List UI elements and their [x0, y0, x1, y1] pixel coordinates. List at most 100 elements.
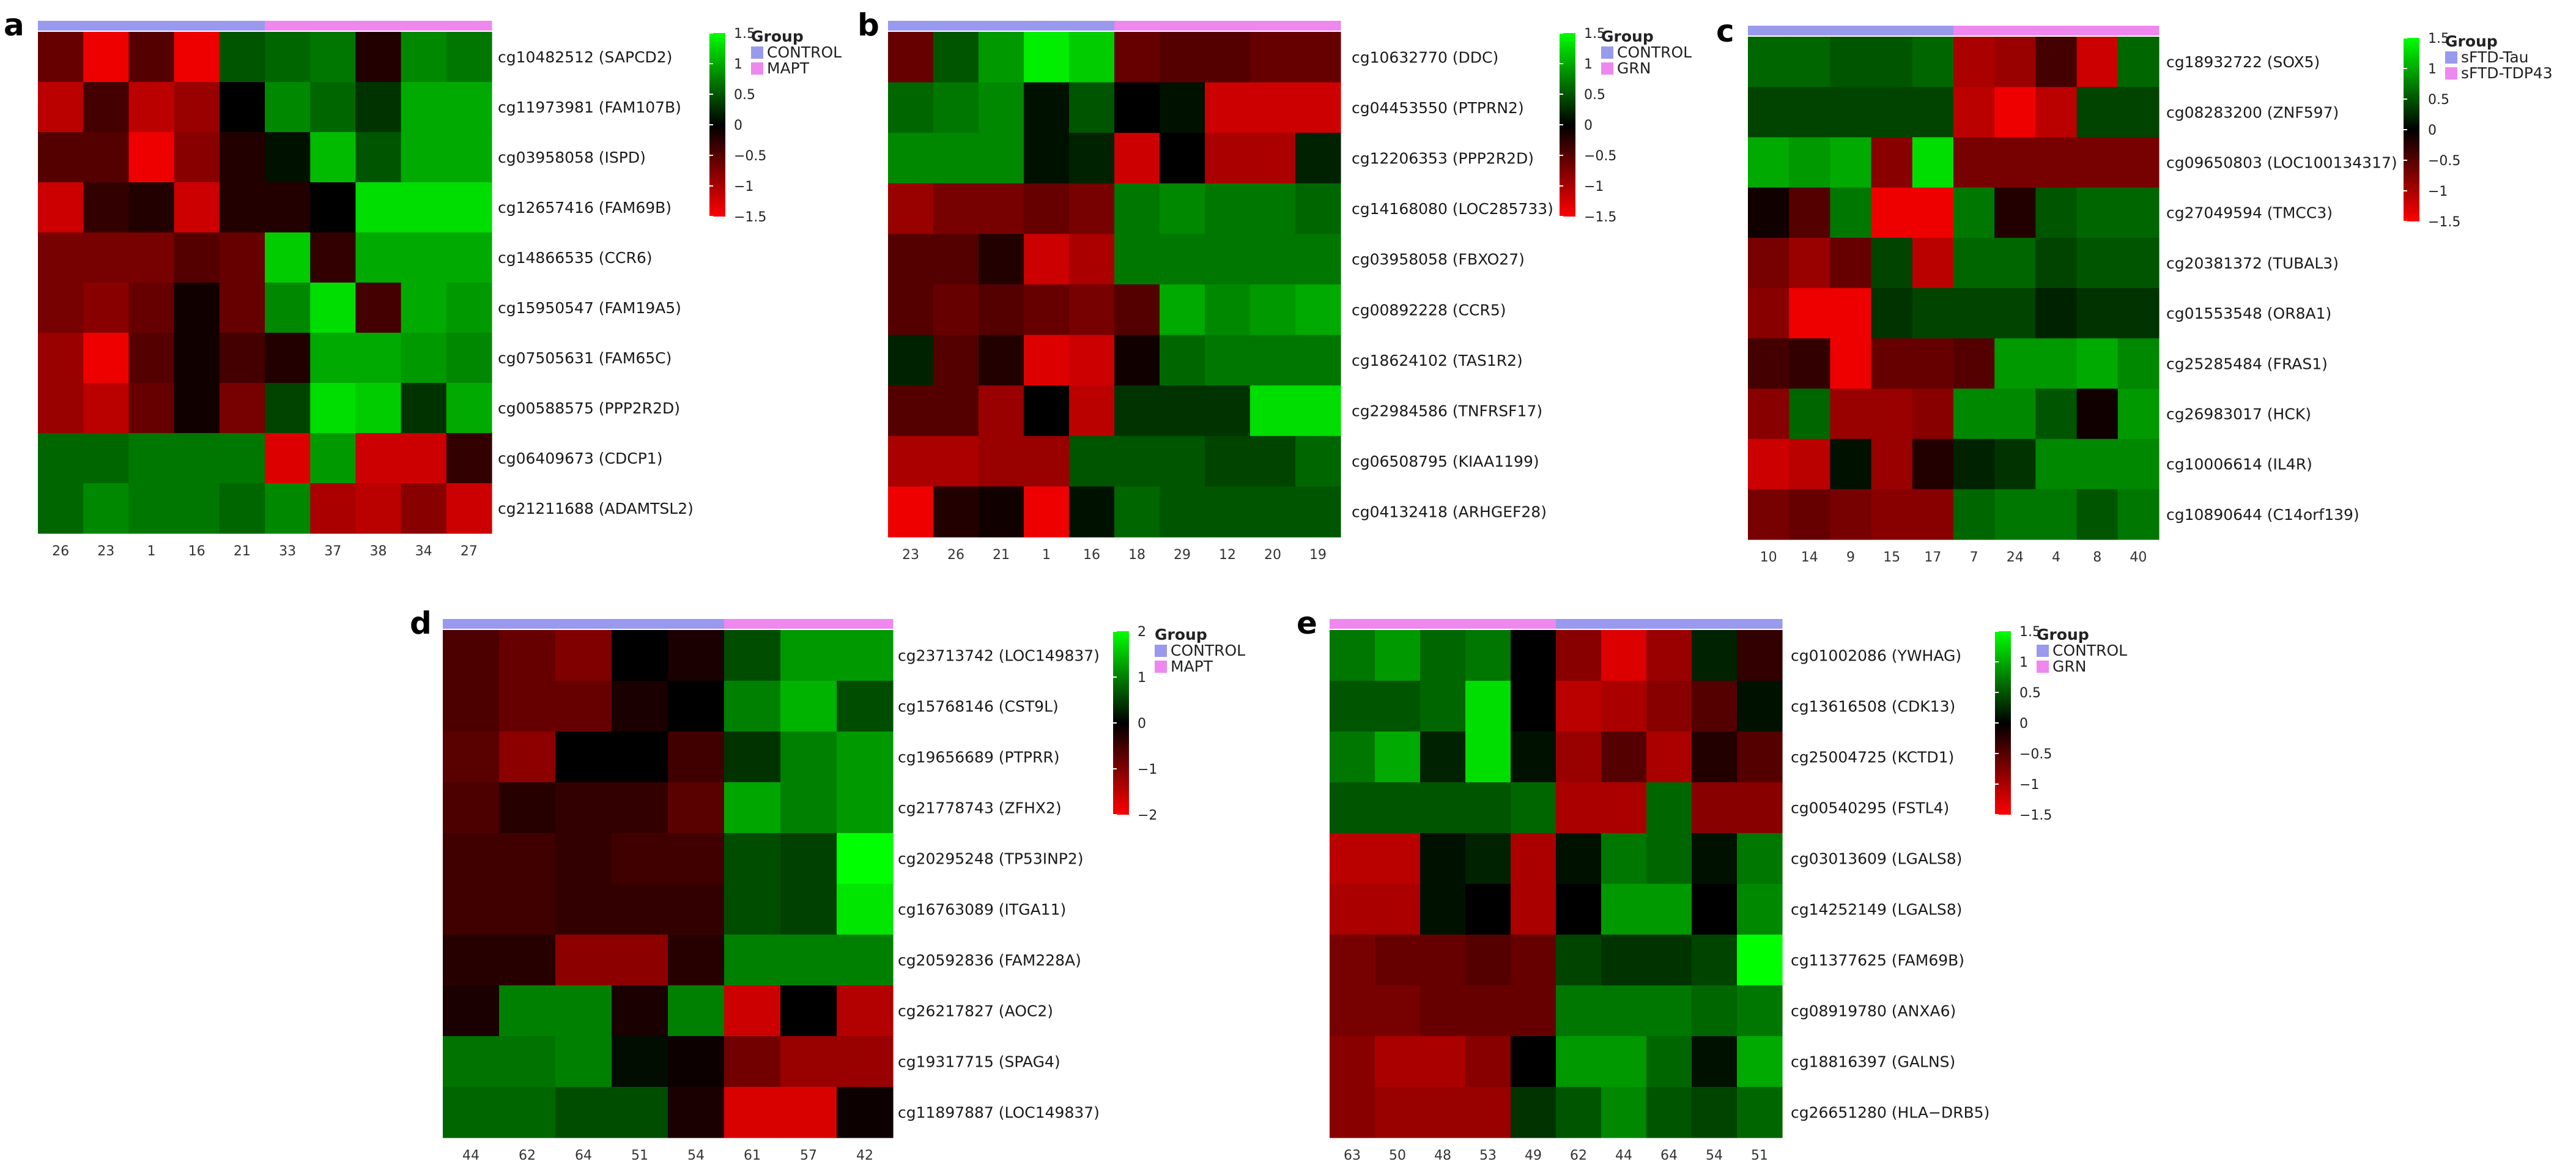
- heatmap-cell: [1160, 486, 1205, 538]
- group-bar-segment: [174, 21, 220, 31]
- heatmap-cell: [265, 132, 311, 183]
- row-label: cg00892228 (CCR5): [1352, 301, 1506, 319]
- heatmap-cell: [1511, 935, 1556, 986]
- group-bar-segment: [1692, 619, 1738, 629]
- heatmap-cell: [668, 1087, 725, 1138]
- group-bar-segment: [83, 21, 129, 31]
- row-label: cg19656689 (PTPRR): [898, 749, 1059, 766]
- group-bar-segment: [1556, 619, 1602, 629]
- column-label: 42: [856, 1148, 873, 1163]
- heatmap-cell: [1114, 435, 1160, 487]
- row-label: cg16763089 (ITGA11): [898, 901, 1066, 919]
- heatmap-cell: [888, 385, 934, 437]
- heatmap-cell: [2076, 187, 2119, 239]
- heatmap-cell: [1737, 681, 1783, 732]
- row-label: cg27049594 (TMCC3): [2166, 204, 2333, 222]
- group-bar-segment: [555, 619, 612, 629]
- heatmap-cell: [499, 681, 556, 732]
- heatmap-cell: [1330, 681, 1375, 732]
- heatmap-cell: [2035, 489, 2078, 540]
- row-label: cg11973981 (FAM107B): [498, 98, 681, 116]
- column-label: 23: [97, 544, 114, 559]
- heatmap-cell: [1748, 489, 1790, 540]
- heatmap-cell: [1994, 338, 2036, 389]
- row-label: cg14252149 (LGALS8): [1791, 901, 1962, 919]
- heatmap-cell: [174, 32, 220, 83]
- legend-swatch: [2037, 645, 2049, 657]
- heatmap-cell: [128, 82, 175, 133]
- legend-entry: CONTROL: [767, 43, 842, 61]
- heatmap-cell: [2076, 137, 2119, 188]
- heatmap-cell: [446, 32, 492, 83]
- heatmap-cell: [1994, 187, 2036, 239]
- heatmap-cell: [837, 1036, 894, 1087]
- column-label: 38: [370, 544, 387, 559]
- heatmap-cell: [1465, 681, 1511, 732]
- row-label: cg06508795 (KIAA1199): [1352, 453, 1539, 470]
- heatmap-cell: [1160, 335, 1205, 386]
- column-label: 51: [1751, 1148, 1768, 1163]
- heatmap-cell: [1556, 630, 1602, 681]
- group-bar-segment: [1250, 21, 1296, 31]
- heatmap-cell: [1375, 884, 1421, 935]
- heatmap-cell: [1748, 288, 1790, 339]
- heatmap-cell: [1789, 388, 1830, 440]
- column-label: 21: [993, 547, 1010, 563]
- heatmap-cell: [499, 1036, 556, 1087]
- group-bar-segment: [724, 619, 781, 629]
- heatmap-cell: [1295, 133, 1341, 184]
- heatmap-cell: [174, 483, 220, 534]
- heatmap-cell: [1250, 335, 1296, 386]
- heatmap-cell: [310, 433, 356, 484]
- heatmap-cell: [933, 32, 979, 83]
- column-label: 62: [1570, 1148, 1587, 1163]
- heatmap-cell: [612, 1036, 668, 1087]
- heatmap-cell: [888, 133, 934, 184]
- heatmap-cell: [401, 433, 447, 484]
- heatmap-cell: [1205, 234, 1251, 285]
- heatmap-cell: [1069, 385, 1115, 437]
- heatmap-cell: [1114, 284, 1160, 336]
- heatmap-cell: [780, 732, 837, 783]
- heatmap-cell: [265, 232, 311, 283]
- heatmap-cell: [310, 333, 356, 383]
- heatmap-cell: [219, 283, 265, 333]
- heatmap-cell: [1160, 133, 1205, 184]
- heatmap-cell: [1420, 884, 1466, 935]
- group-bar-segment: [1465, 619, 1511, 629]
- row-label: cg03013609 (LGALS8): [1791, 850, 1962, 868]
- heatmap-cell: [1646, 1087, 1692, 1138]
- heatmap-cell: [128, 182, 175, 233]
- heatmap-cell: [933, 486, 979, 538]
- heatmap-cell: [1160, 183, 1205, 234]
- group-bar-segment: [1024, 21, 1070, 31]
- heatmap-cell: [1114, 133, 1160, 184]
- legend-entry: sFTD-Tau: [2461, 48, 2529, 66]
- heatmap-cell: [83, 82, 129, 133]
- heatmap-cell: [1692, 681, 1738, 732]
- heatmap-cell: [1205, 335, 1251, 386]
- heatmap-cell: [888, 284, 934, 336]
- heatmap-cell: [355, 283, 402, 333]
- heatmap-cell: [1830, 37, 1872, 87]
- heatmap-cell: [888, 435, 934, 487]
- heatmap-cell: [499, 985, 556, 1037]
- heatmap-cell: [1994, 388, 2036, 440]
- heatmap-cell: [1830, 137, 1872, 188]
- heatmap-cell: [446, 182, 492, 233]
- colorbar-tick-label: 0.5: [2428, 92, 2449, 108]
- heatmap-cell: [612, 985, 668, 1037]
- panel-letter: c: [1716, 13, 1734, 49]
- column-label: 12: [1219, 547, 1236, 563]
- row-label: cg09650803 (LOC100134317): [2166, 154, 2397, 172]
- heatmap-cell: [499, 935, 556, 986]
- heatmap-cell: [1830, 439, 1872, 490]
- column-label: 44: [462, 1148, 479, 1163]
- colorbar-tick-label: 0: [1584, 118, 1593, 133]
- heatmap-cell: [1737, 884, 1783, 935]
- heatmap-cell: [888, 234, 934, 285]
- column-label: 64: [1660, 1148, 1678, 1163]
- heatmap-cell: [1205, 183, 1251, 234]
- heatmap-cell: [2117, 489, 2160, 540]
- heatmap-cell: [443, 782, 500, 834]
